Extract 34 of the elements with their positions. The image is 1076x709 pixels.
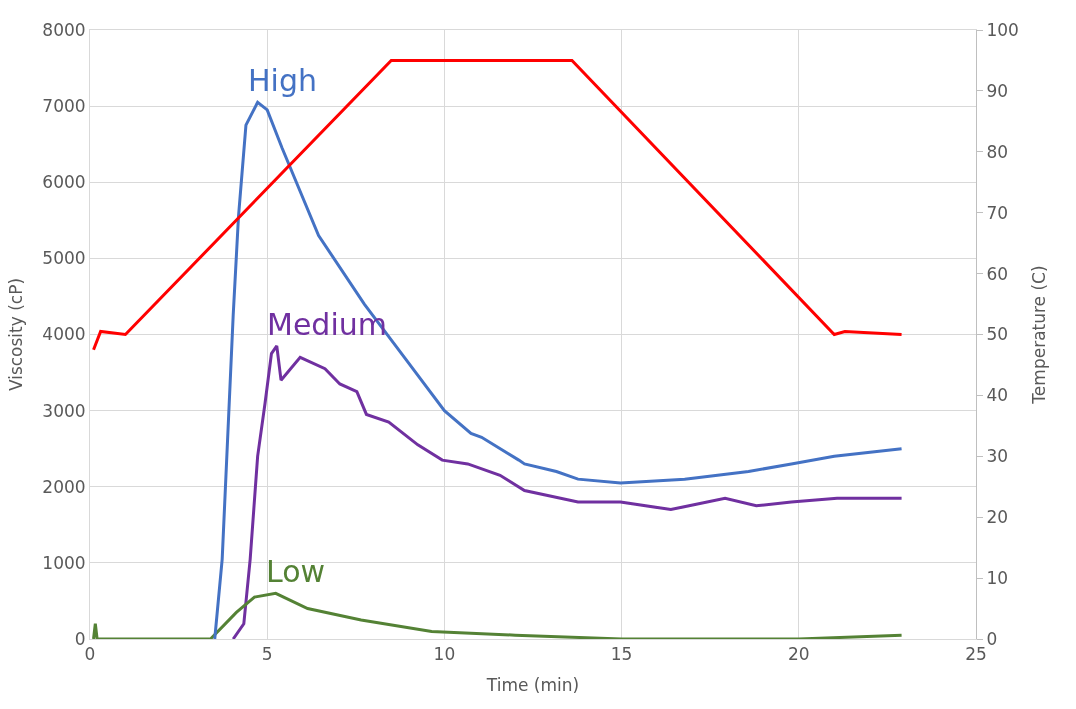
line-series	[92, 58, 904, 352]
y2-tick-label: 70	[986, 202, 1009, 223]
y-tick-label: 5000	[42, 248, 86, 269]
x-tick-label: 20	[787, 644, 810, 665]
y-tick-label: 7000	[42, 96, 86, 117]
series-label: High	[248, 63, 317, 98]
y-tick-label: 1000	[42, 552, 86, 573]
y2-tick-label: 90	[986, 80, 1009, 101]
y2-tick-label: 40	[986, 385, 1009, 406]
y2-tick-label: 60	[986, 263, 1009, 284]
y-tick-label: 3000	[42, 400, 86, 421]
y-tick-label: 2000	[42, 476, 86, 497]
x-tick-label: 5	[261, 644, 273, 665]
line-series	[213, 100, 904, 639]
line-series	[231, 344, 904, 639]
y2-tick-label: 30	[986, 446, 1009, 467]
x-tick-label: 15	[610, 644, 633, 665]
series-label: Low	[266, 554, 326, 589]
y2-tick-label: 0	[986, 628, 998, 649]
y-axis-title: Viscosity (cP)	[5, 277, 26, 392]
y2-tick-label: 50	[986, 324, 1009, 345]
x-tick-label: 10	[433, 644, 456, 665]
y-tick-label: 8000	[42, 19, 86, 40]
y2-tick-label: 20	[986, 507, 1009, 528]
y-tick-label: 4000	[42, 324, 86, 345]
y-tick-label: 6000	[42, 172, 86, 193]
y2-tick-label: 100	[986, 19, 1019, 40]
y-tick-label: 0	[74, 628, 86, 649]
x-tick-label: 25	[965, 644, 987, 665]
line-series	[92, 591, 904, 639]
y2-tick-label: 10	[986, 568, 1009, 589]
y2-axis-title: Temperature (C)	[1029, 265, 1050, 405]
x-axis-title: Time (min)	[485, 674, 580, 695]
y2-tick-label: 80	[986, 141, 1009, 162]
